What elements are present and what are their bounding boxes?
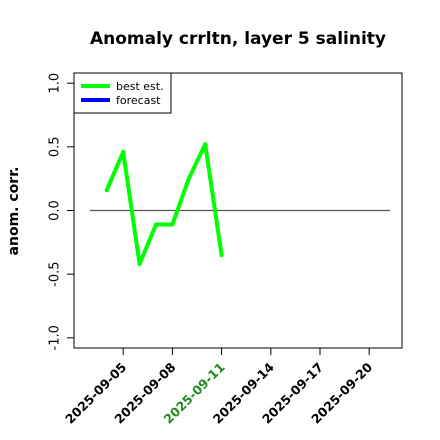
legend-label: forecast [116, 94, 161, 107]
chart-title: Anomaly crrltn, layer 5 salinity [90, 29, 386, 49]
data-point [154, 222, 158, 227]
data-point [186, 176, 191, 181]
data-point [170, 222, 175, 227]
data-point [203, 142, 208, 147]
series-line [104, 142, 224, 266]
legend-box [73, 72, 172, 114]
data-point [104, 188, 109, 193]
data-point [219, 253, 224, 258]
legend-label: best est. [116, 80, 164, 93]
data-point [137, 261, 142, 266]
y-tick-label: -1.0 [48, 325, 63, 350]
y-tick-label: 1.0 [48, 73, 63, 94]
y-tick-label: -0.5 [48, 261, 63, 286]
y-axis-label: anom. corr. [6, 167, 22, 256]
data-point [121, 149, 126, 154]
y-tick-label: 0.5 [48, 136, 63, 157]
y-tick-label: 0.0 [48, 200, 63, 221]
plot-area: -1.0-0.50.00.51.02025-09-052025-09-08202… [48, 72, 403, 427]
